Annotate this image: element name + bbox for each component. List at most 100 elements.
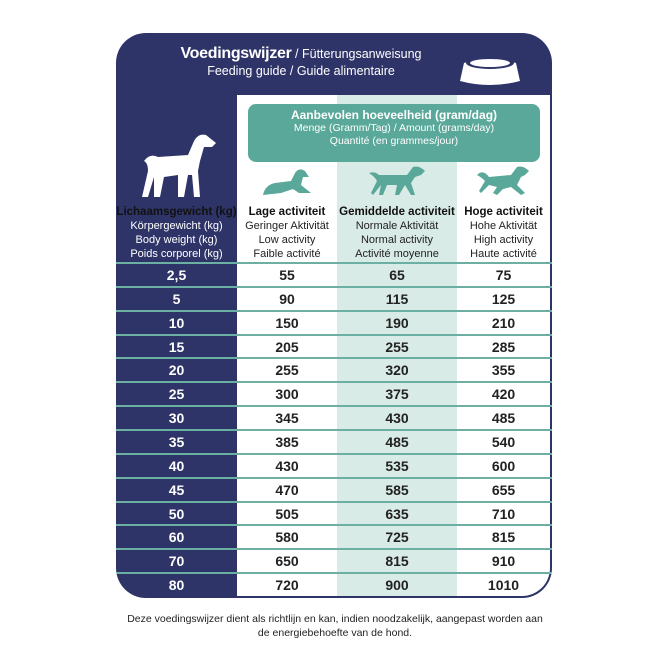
amount-cell: 580 bbox=[275, 529, 299, 546]
weight-cell: 5 bbox=[172, 290, 181, 307]
amount-cell: 55 bbox=[279, 267, 295, 283]
amount-cell: 375 bbox=[385, 386, 409, 403]
row-divider bbox=[116, 524, 552, 527]
amount-cell: 1010 bbox=[487, 577, 520, 594]
table-row: 2,5 55 65 75 bbox=[116, 263, 552, 287]
title-german: / Fütterungsanweisung bbox=[291, 47, 422, 61]
header-nl: Hoge activiteit bbox=[464, 206, 543, 218]
amount-cell: 485 bbox=[385, 433, 409, 450]
dog-running-icon bbox=[477, 166, 529, 195]
header-de: Körpergewicht (kg) bbox=[130, 220, 223, 232]
amount-cell: 285 bbox=[491, 338, 516, 355]
table-row: 45 470 585 655 bbox=[116, 478, 552, 502]
amount-cell: 420 bbox=[491, 386, 516, 403]
weight-cell: 10 bbox=[168, 314, 185, 331]
amount-cell: 600 bbox=[491, 457, 516, 474]
row-divider bbox=[116, 428, 552, 431]
table-row: 50 505 635 710 bbox=[116, 502, 552, 526]
header-en: High activity bbox=[473, 234, 534, 246]
amount-cell: 125 bbox=[491, 290, 516, 307]
row-divider bbox=[116, 572, 552, 575]
amount-cell: 470 bbox=[275, 481, 299, 498]
row-divider bbox=[116, 333, 552, 336]
table-row: 60 580 725 815 bbox=[116, 525, 552, 549]
amount-cell: 535 bbox=[385, 457, 409, 474]
header-fr: Haute activité bbox=[470, 248, 537, 260]
amount-cell: 255 bbox=[385, 338, 409, 355]
amount-cell: 75 bbox=[495, 267, 512, 283]
amount-cell: 430 bbox=[275, 457, 299, 474]
weight-cell: 2,5 bbox=[166, 267, 187, 283]
amount-cell: 815 bbox=[385, 553, 409, 570]
amount-cell: 650 bbox=[275, 553, 299, 570]
header-de: Hohe Aktivität bbox=[469, 220, 538, 232]
row-divider bbox=[116, 285, 552, 288]
amount-cell: 655 bbox=[491, 481, 516, 498]
amount-cell: 355 bbox=[491, 362, 516, 379]
weight-cell: 50 bbox=[168, 505, 185, 522]
weight-cell: 30 bbox=[168, 410, 185, 427]
row-divider bbox=[116, 452, 552, 455]
dog-lying-icon bbox=[263, 169, 311, 195]
page-title: Voedingswijzer / Fütterungsanweisung Fee… bbox=[116, 45, 486, 78]
food-bowl-icon bbox=[460, 57, 520, 85]
amount-cell: 65 bbox=[389, 267, 405, 283]
amount-fr: Quantité (en grammes/jour) bbox=[329, 135, 459, 147]
low-activity-header: Lage activiteit Geringer Aktivität Low a… bbox=[237, 205, 337, 261]
table-row: 10 150 190 210 bbox=[116, 311, 552, 335]
amount-cell: 385 bbox=[275, 433, 299, 450]
header-en: Body weight (kg) bbox=[135, 234, 218, 246]
table-row: 35 385 485 540 bbox=[116, 430, 552, 454]
amount-cell: 485 bbox=[491, 410, 516, 427]
title-dutch: Voedingswijzer bbox=[180, 45, 292, 62]
weight-cell: 20 bbox=[168, 362, 185, 379]
header-nl: Lichaamsgewicht (kg) bbox=[116, 206, 237, 218]
amount-nl: Aanbevolen hoeveelheid (gram/dag) bbox=[290, 108, 498, 122]
header-fr: Poids corporel (kg) bbox=[130, 248, 223, 260]
header-de: Normale Aktivität bbox=[355, 220, 439, 232]
amount-cell: 300 bbox=[275, 386, 299, 403]
weight-cell: 35 bbox=[168, 433, 185, 450]
amount-cell: 255 bbox=[275, 362, 299, 379]
header-fr: Faible activité bbox=[253, 248, 321, 260]
amount-cell: 635 bbox=[385, 505, 409, 522]
amount-cell: 815 bbox=[491, 529, 516, 546]
amount-table: Aanbevolen hoeveelheid (gram/dag) Menge … bbox=[237, 95, 550, 596]
dog-walking-icon bbox=[369, 166, 425, 195]
table-row: 25 300 375 420 bbox=[116, 382, 552, 406]
amount-header: Aanbevolen hoeveelheid (gram/dag) Menge … bbox=[248, 104, 540, 162]
amount-cell: 710 bbox=[491, 505, 516, 522]
amount-cell: 910 bbox=[491, 553, 516, 570]
row-divider bbox=[116, 500, 552, 503]
row-divider bbox=[116, 262, 552, 264]
header-nl: Gemiddelde activiteit bbox=[339, 206, 455, 218]
table-row: 15 205 255 285 bbox=[116, 335, 552, 359]
amount-cell: 190 bbox=[385, 314, 409, 331]
amount-cell: 150 bbox=[275, 314, 299, 331]
table-row: 80 720 900 1010 bbox=[116, 573, 552, 597]
weight-cell: 45 bbox=[168, 481, 185, 498]
weight-cell: 70 bbox=[168, 553, 185, 570]
amount-cell: 900 bbox=[385, 577, 409, 594]
weight-cell: 40 bbox=[168, 457, 185, 474]
header-fr: Activité moyenne bbox=[355, 248, 439, 260]
table-row: 5 90 115 125 bbox=[116, 287, 552, 311]
amount-cell: 540 bbox=[491, 433, 516, 450]
header-nl: Lage activiteit bbox=[248, 206, 326, 218]
amount-cell: 115 bbox=[385, 290, 409, 307]
dog-standing-icon bbox=[142, 134, 216, 197]
table-row: 30 345 430 485 bbox=[116, 406, 552, 430]
weight-cell: 60 bbox=[168, 529, 185, 546]
table-row: 20 255 320 355 bbox=[116, 358, 552, 382]
normal-activity-header: Gemiddelde activiteit Normale Aktivität … bbox=[337, 205, 457, 261]
table-row: 40 430 535 600 bbox=[116, 454, 552, 478]
amount-cell: 210 bbox=[491, 314, 516, 331]
table-row: 70 650 815 910 bbox=[116, 549, 552, 573]
amount-cell: 720 bbox=[275, 577, 299, 594]
row-divider bbox=[116, 357, 552, 360]
row-divider bbox=[116, 309, 552, 312]
amount-de-en: Menge (Gramm/Tag) / Amount (grams/day) bbox=[293, 122, 495, 134]
header-en: Low activity bbox=[258, 234, 316, 246]
feeding-guide-panel: Voedingswijzer / Fütterungsanweisung Fee… bbox=[116, 33, 552, 598]
header-de: Geringer Aktivität bbox=[245, 220, 329, 232]
